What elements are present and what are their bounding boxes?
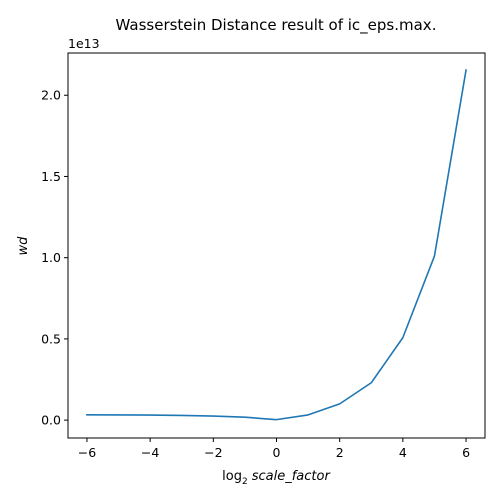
y-tick-label: 0.0 (41, 413, 61, 428)
x-axis-label-variable: scale_factor (252, 469, 332, 484)
series-line (86, 69, 467, 421)
y-tick-label: 0.5 (41, 331, 61, 346)
x-tick-label: −4 (141, 445, 159, 460)
x-axis-label-subscript: 2 (242, 477, 248, 487)
x-tick-label: −6 (78, 445, 96, 460)
x-axis-label: log2 scale_factor (222, 469, 331, 487)
x-axis-label-log: log (222, 469, 242, 484)
y-axis-label: wd (16, 236, 31, 256)
y-tick-label: 1.5 (41, 169, 61, 184)
chart-title: Wasserstein Distance result of ic_eps.ma… (116, 16, 437, 35)
y-tick-label: 1.0 (41, 250, 61, 265)
x-tick-label: 6 (462, 445, 470, 460)
x-tick-label: −2 (204, 445, 222, 460)
y-tick-label: 2.0 (41, 88, 61, 103)
y-offset-label: 1e13 (68, 36, 100, 51)
x-tick-label: 4 (399, 445, 407, 460)
plot-frame (67, 52, 486, 439)
x-tick-label: 0 (273, 445, 281, 460)
x-tick-label: 2 (336, 445, 344, 460)
